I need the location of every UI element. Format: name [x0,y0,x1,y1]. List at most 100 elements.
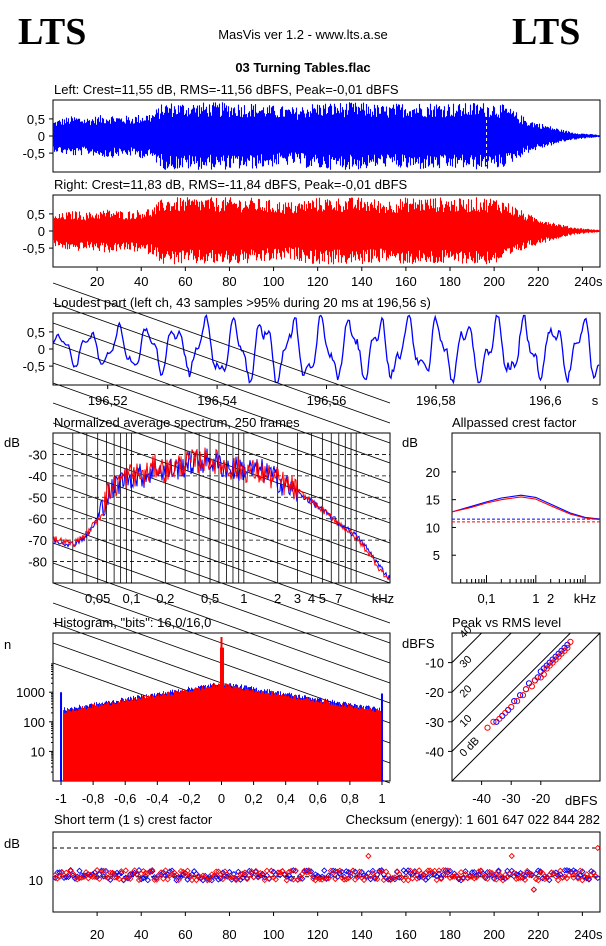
short-term-point [76,867,83,874]
short-term-point [490,871,498,879]
crest-factor-title: Allpassed crest factor [452,415,577,430]
short-term-point [429,869,436,876]
short-term-point [277,869,284,876]
short-term-xtick-label: 180 [439,927,461,942]
short-term-point [316,876,324,883]
short-term-point [574,875,582,882]
short-term-point [577,867,584,874]
short-term-point [352,876,359,883]
short-term-point [336,867,343,874]
logo-left: LTS [18,11,86,53]
short-term-point [232,876,240,884]
short-term-point [261,876,268,884]
time-xtick-label: 40 [134,274,148,289]
short-term-point [93,867,101,874]
spectrum-slope [52,562,391,684]
short-term-point [259,870,266,877]
spectrum-xtick-label: 0,05 [85,591,110,606]
short-term-point [559,874,566,881]
short-term-point [182,872,189,879]
short-term-point [296,875,304,882]
short-term-point [166,872,174,879]
histogram-title: Histogram, "bits": 16,0/16,0 [54,615,211,630]
short-term-point [464,874,471,882]
short-term-point [411,869,418,877]
short-term-point [495,868,502,875]
short-term-point [352,868,359,875]
loudest-part-title: Loudest part (left ch, 43 samples >95% d… [54,295,431,310]
short-term-point [215,876,222,883]
short-term-point [486,871,493,878]
peak-rms-ylabel: dBFS [402,636,435,651]
short-term-point [380,876,387,884]
histogram-ytick-label: 100 [23,715,45,730]
short-term-point [530,886,537,893]
left-waveform-ytick-label: -0,5 [23,146,45,161]
short-term-point [354,872,361,879]
short-term-point [402,869,410,876]
spectrum-slope [52,302,391,424]
loudest-xunit-label: s [592,393,599,408]
short-term-point [160,875,167,882]
short-term-point [263,867,271,874]
left-waveform-signal [52,102,601,170]
short-term-point [435,870,443,877]
short-term-point [144,870,151,877]
short-term-xtick-label: 160 [395,927,417,942]
short-term-ylabel: dB [4,836,20,851]
short-term-point [343,876,350,883]
short-term-point [332,875,339,883]
short-term-point [274,869,282,876]
spectrum-slope [52,402,391,524]
peak-rms-ytick-label: -20 [425,685,444,700]
short-term-point [440,871,447,878]
short-term-xtick-label: 220 [527,927,549,942]
peak-rms-point [502,709,509,717]
short-term-point [519,871,526,878]
short-term-point [254,874,262,881]
short-term-point [495,867,502,874]
short-term-point [323,875,330,883]
short-term-point [435,867,443,874]
short-term-point [89,873,96,881]
short-term-point [151,876,158,883]
spectrum-slope [52,482,391,604]
short-term-point [239,870,246,877]
loudest-xtick-label: 196,52 [88,393,128,408]
short-term-point [303,869,310,876]
short-term-point [579,868,586,875]
short-term-point [521,876,529,884]
short-term-xtick-label: 100 [263,927,285,942]
short-term-point [477,867,485,874]
spectrum-ytick-label: -60 [28,512,47,527]
short-term-point [541,875,548,883]
short-term-point [424,867,432,874]
short-term-point [446,867,454,875]
short-term-point [116,875,123,883]
short-term-point [382,868,390,875]
loudest-xtick-label: 196,6 [529,393,562,408]
short-term-point [471,875,478,882]
peak-rms-point [517,692,524,699]
short-term-point [107,876,114,884]
crest-xunit-label: kHz [574,591,596,606]
short-term-point [526,871,533,879]
short-term-point [561,867,568,874]
short-term-xtick-label: 200 [483,927,505,942]
short-term-point [299,875,306,882]
peak-rms-diagonal-label: 30 [457,653,474,670]
short-term-point [493,876,500,883]
short-term-xtick-label: 120 [307,927,329,942]
peak-rms-diagonal-label: 10 [457,713,474,730]
short-term-point [479,872,487,879]
short-term-point [325,872,332,879]
short-term-point [184,867,191,874]
spectrum-ytick-label: -80 [28,555,47,570]
short-term-point [252,867,260,875]
spectrum-slope [52,502,391,624]
spectrum-slope [52,462,391,584]
peak-rms-ytick-label: -10 [425,656,444,671]
crest-xtick-label: 2 [547,591,554,606]
short-term-point [378,868,385,875]
short-term-point [63,873,70,881]
